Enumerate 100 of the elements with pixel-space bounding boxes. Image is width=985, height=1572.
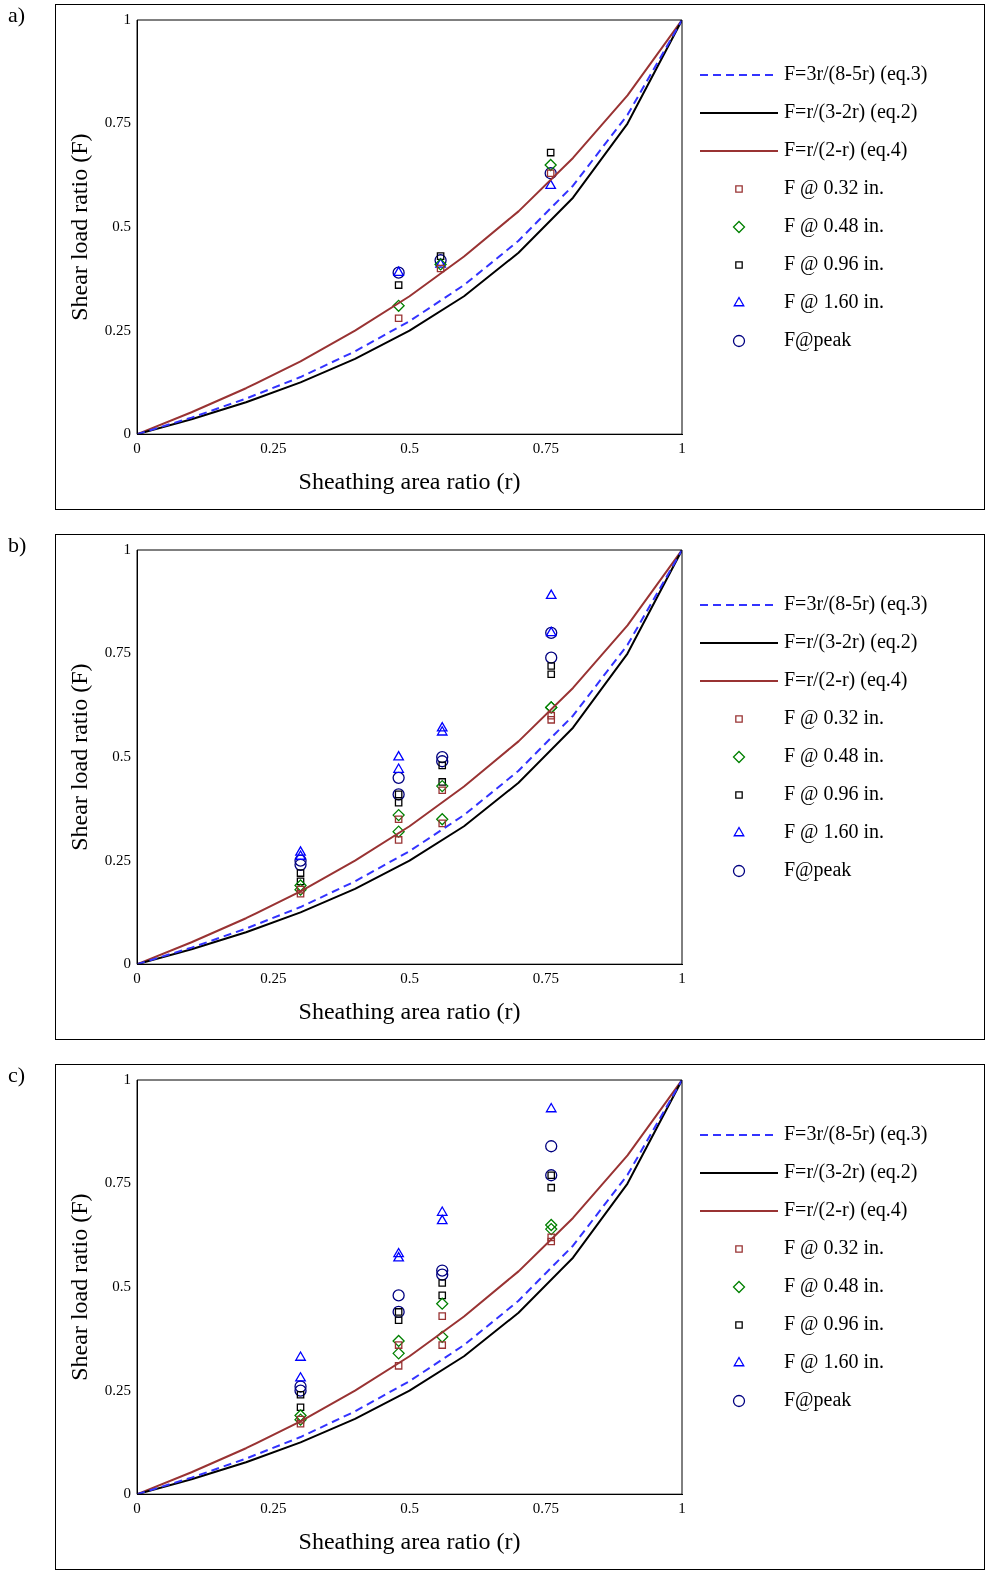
x-tick-label: 1	[678, 440, 686, 457]
y-tick-label: 1	[123, 10, 132, 27]
y-tick-label: 0.25	[104, 321, 132, 338]
y-tick-label: 0.5	[112, 748, 132, 765]
legend-label: F=3r/(8-5r) (eq.3)	[784, 62, 928, 86]
y-tick-label: 0	[123, 425, 132, 442]
legend-label: F=r/(3-2r) (eq.2)	[784, 1160, 918, 1184]
point	[438, 1341, 447, 1349]
y-tick-label: 0.25	[104, 1381, 132, 1398]
point	[436, 1330, 449, 1343]
point	[296, 869, 305, 877]
point	[436, 721, 448, 732]
y-tick-label: 1	[123, 540, 132, 557]
legend-label: F @ 0.48 in.	[784, 1274, 885, 1298]
point	[438, 1291, 447, 1300]
legend-label: F@peak	[784, 858, 852, 882]
legend-label: F @ 0.32 in.	[784, 176, 885, 200]
point	[296, 877, 305, 886]
x-tick-label: 1	[678, 1500, 686, 1517]
legend-label: F@peak	[784, 328, 852, 352]
x-tick-label: 0.25	[260, 440, 287, 457]
point	[296, 1403, 305, 1412]
legend-label: F @ 1.60 in.	[784, 820, 885, 844]
legend-label: F @ 0.96 in.	[784, 1312, 885, 1336]
chart-title: b)	[8, 532, 27, 558]
point	[438, 1312, 447, 1320]
x-tick-label: 0.25	[260, 970, 287, 987]
y-tick-label: 0.5	[112, 218, 132, 235]
legend-label: F @ 1.60 in.	[784, 1350, 885, 1374]
y-axis-title: Shear load ratio (F)	[65, 1193, 92, 1381]
x-tick-label: 0.25	[260, 1500, 287, 1517]
point	[296, 1419, 305, 1428]
point	[392, 771, 405, 784]
y-tick-label: 0.25	[104, 851, 132, 868]
x-axis-title: Sheathing area ratio (r)	[298, 467, 521, 494]
x-tick-label: 0.75	[532, 1500, 559, 1517]
y-tick-label: 0.75	[104, 114, 132, 131]
point	[296, 889, 305, 898]
line-series	[137, 550, 682, 965]
point	[436, 1264, 449, 1277]
x-tick-label: 0.5	[400, 440, 419, 457]
y-axis-title: Shear load ratio (F)	[65, 133, 92, 321]
point	[436, 264, 445, 273]
point	[545, 1140, 558, 1153]
point	[394, 281, 403, 289]
point	[546, 148, 555, 157]
y-tick-label: 0.75	[104, 644, 132, 661]
point	[438, 1279, 447, 1287]
point	[547, 662, 556, 670]
x-tick-label: 0.75	[532, 970, 559, 987]
point	[436, 779, 449, 793]
point	[294, 1384, 307, 1397]
point	[393, 750, 405, 761]
point	[547, 1237, 556, 1246]
x-tick-label: 0.5	[400, 1500, 419, 1517]
point	[392, 825, 405, 838]
point	[545, 1218, 558, 1232]
point	[394, 836, 403, 844]
point	[392, 299, 405, 312]
point	[544, 158, 557, 172]
legend-label: F=r/(2-r) (eq.4)	[784, 138, 908, 162]
point	[295, 1351, 306, 1361]
legend-label: F=3r/(8-5r) (eq.3)	[784, 1122, 928, 1146]
legend-label: F @ 0.48 in.	[784, 744, 885, 768]
point	[394, 1361, 403, 1370]
line-series	[137, 1080, 682, 1495]
point	[394, 1341, 403, 1349]
chart-title: c)	[8, 1062, 26, 1088]
point	[394, 314, 403, 323]
point	[545, 1102, 557, 1113]
point	[294, 1380, 307, 1393]
point	[547, 670, 556, 679]
legend-label: F @ 0.32 in.	[784, 1236, 885, 1260]
point	[436, 726, 448, 736]
point	[296, 1390, 305, 1399]
legend-label: F=r/(3-2r) (eq.2)	[784, 630, 918, 654]
point	[545, 589, 557, 599]
point	[438, 761, 447, 770]
point	[436, 750, 449, 764]
legend-label: F=r/(2-r) (eq.4)	[784, 1198, 908, 1222]
point	[393, 763, 405, 773]
x-tick-label: 0.5	[400, 970, 419, 987]
x-axis-title: Sheathing area ratio (r)	[298, 1527, 521, 1554]
point	[392, 1334, 405, 1348]
point	[545, 651, 558, 664]
point	[436, 813, 449, 826]
y-tick-label: 0	[123, 955, 132, 972]
point	[394, 1316, 403, 1325]
legend-label: F=3r/(8-5r) (eq.3)	[784, 592, 928, 616]
point	[545, 1222, 558, 1236]
point	[436, 1206, 448, 1216]
point	[547, 1183, 556, 1192]
point	[392, 1347, 405, 1360]
chart-title: a)	[8, 2, 26, 28]
point	[436, 1297, 449, 1310]
point	[295, 850, 306, 860]
legend-label: F@peak	[784, 1388, 852, 1412]
point	[436, 1268, 449, 1281]
point	[295, 846, 306, 856]
point	[547, 711, 556, 720]
